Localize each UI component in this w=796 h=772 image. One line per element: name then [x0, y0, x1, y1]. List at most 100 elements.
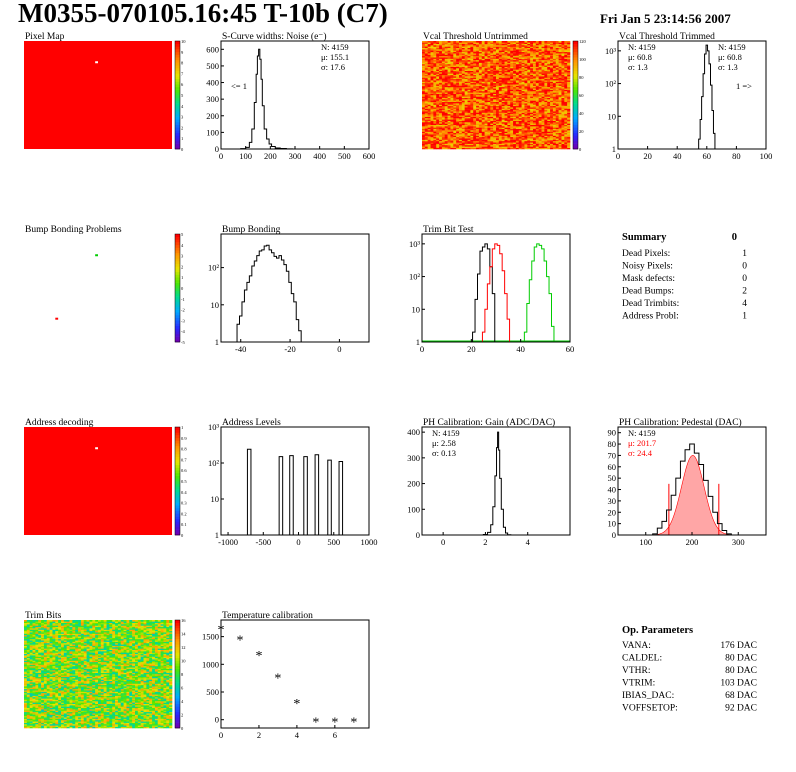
heatmap-cell [504, 96, 508, 98]
heatmap-cell [450, 146, 454, 148]
x-tick-label: 0 [441, 537, 445, 547]
heatmap-cell [518, 46, 522, 49]
heatmap-cell [518, 81, 522, 84]
colorbar-segment [175, 84, 180, 88]
colorbar-segment [175, 277, 180, 281]
heatmap-cell [422, 115, 426, 117]
heatmap-cell [515, 84, 520, 86]
heatmap-cell [473, 46, 477, 49]
heatmap-cell [478, 122, 483, 124]
heatmap-cell [507, 76, 511, 78]
heatmap-cell [456, 58, 460, 61]
heatmap-cell [527, 45, 531, 47]
heatmap-cell [427, 139, 431, 142]
heatmap-cell [450, 53, 454, 55]
heatmap-cell [424, 115, 428, 117]
heatmap-cell [513, 47, 517, 50]
heatmap-cell [430, 144, 434, 147]
heatmap-cell [521, 123, 525, 125]
heatmap-cell [558, 59, 562, 62]
heatmap-cell [29, 669, 33, 672]
heatmap-cell [535, 46, 539, 49]
heatmap-cell [496, 105, 500, 108]
heatmap-cell [26, 632, 30, 634]
heatmap-cell [487, 101, 491, 104]
heatmap-cell [487, 119, 491, 121]
heatmap-cell [32, 709, 36, 711]
heatmap-cell [564, 78, 568, 81]
colorbar-segment [175, 43, 180, 47]
heatmap-cell [552, 77, 557, 80]
heatmap-cell [510, 41, 514, 43]
heatmap-cell [518, 126, 522, 128]
heatmap-cell [433, 147, 437, 150]
heatmap-cell [513, 113, 517, 116]
heatmap-cell [504, 51, 508, 54]
heatmap-cell [476, 43, 480, 46]
heatmap-cell [518, 96, 522, 98]
heatmap-cell [450, 63, 454, 66]
heatmap-cell [484, 97, 488, 100]
heatmap-cell [481, 113, 485, 116]
heatmap-cell [35, 660, 39, 663]
heatmap-cell [498, 46, 502, 49]
heatmap-cell [504, 89, 508, 92]
heatmap-cell [444, 42, 448, 44]
heatmap-cell [436, 99, 440, 101]
heatmap-cell [453, 51, 457, 54]
heatmap-cell [567, 51, 571, 54]
heatmap-cell [550, 124, 554, 127]
stat-line: σ: 24.4 [628, 448, 653, 458]
heatmap-cell [444, 49, 448, 51]
heatmap-cell [427, 89, 431, 92]
heatmap-cell [530, 140, 534, 143]
heatmap-cell [459, 130, 463, 132]
heatmap-cell [32, 625, 36, 628]
heatmap-cell [521, 70, 525, 73]
heatmap-cell [535, 135, 539, 138]
heatmap-cell [496, 112, 500, 115]
heatmap-cell [459, 90, 463, 93]
heatmap-cell [470, 143, 474, 146]
heatmap-cell [484, 146, 488, 148]
heatmap-cell [444, 112, 448, 115]
heatmap-cell [478, 115, 483, 117]
colorbar-segment [175, 472, 180, 476]
heatmap-cell [533, 84, 537, 86]
heatmap-cell [510, 74, 514, 77]
heatmap-cell [467, 99, 471, 101]
heatmap-cell [467, 76, 471, 78]
heatmap-cell [550, 54, 554, 57]
heatmap-cell [470, 112, 474, 115]
heatmap-cell [558, 53, 562, 55]
heatmap-cell [521, 42, 525, 44]
heatmap-cell [444, 126, 448, 128]
heatmap-cell [501, 59, 505, 62]
heatmap-cell [558, 128, 562, 131]
heatmap-cell [544, 112, 548, 115]
heatmap-cell [35, 717, 39, 719]
heatmap-cell [510, 70, 514, 73]
heatmap-cell [561, 97, 565, 100]
colorbar-segment [175, 312, 180, 316]
colorbar-segment [175, 483, 180, 487]
heatmap-cell [541, 120, 545, 123]
heatmap-cell [564, 76, 568, 78]
heatmap-cell [430, 47, 434, 50]
heatmap-cell [567, 65, 571, 67]
heatmap-cell [427, 50, 431, 53]
heatmap-cell [453, 128, 457, 131]
heatmap-cell [427, 120, 431, 123]
heatmap-cell [510, 53, 514, 55]
heatmap-cell [24, 688, 28, 691]
heatmap-cell [484, 46, 488, 49]
heatmap-cell [530, 82, 534, 85]
heatmap-cell [424, 109, 428, 112]
heatmap-cell [35, 649, 39, 652]
heatmap-cell [32, 640, 36, 642]
heatmap-cell [538, 86, 542, 89]
heatmap-cell [501, 70, 505, 73]
heatmap-cell [478, 45, 483, 47]
heatmap-cell [32, 717, 36, 719]
heatmap-cell [515, 134, 520, 136]
